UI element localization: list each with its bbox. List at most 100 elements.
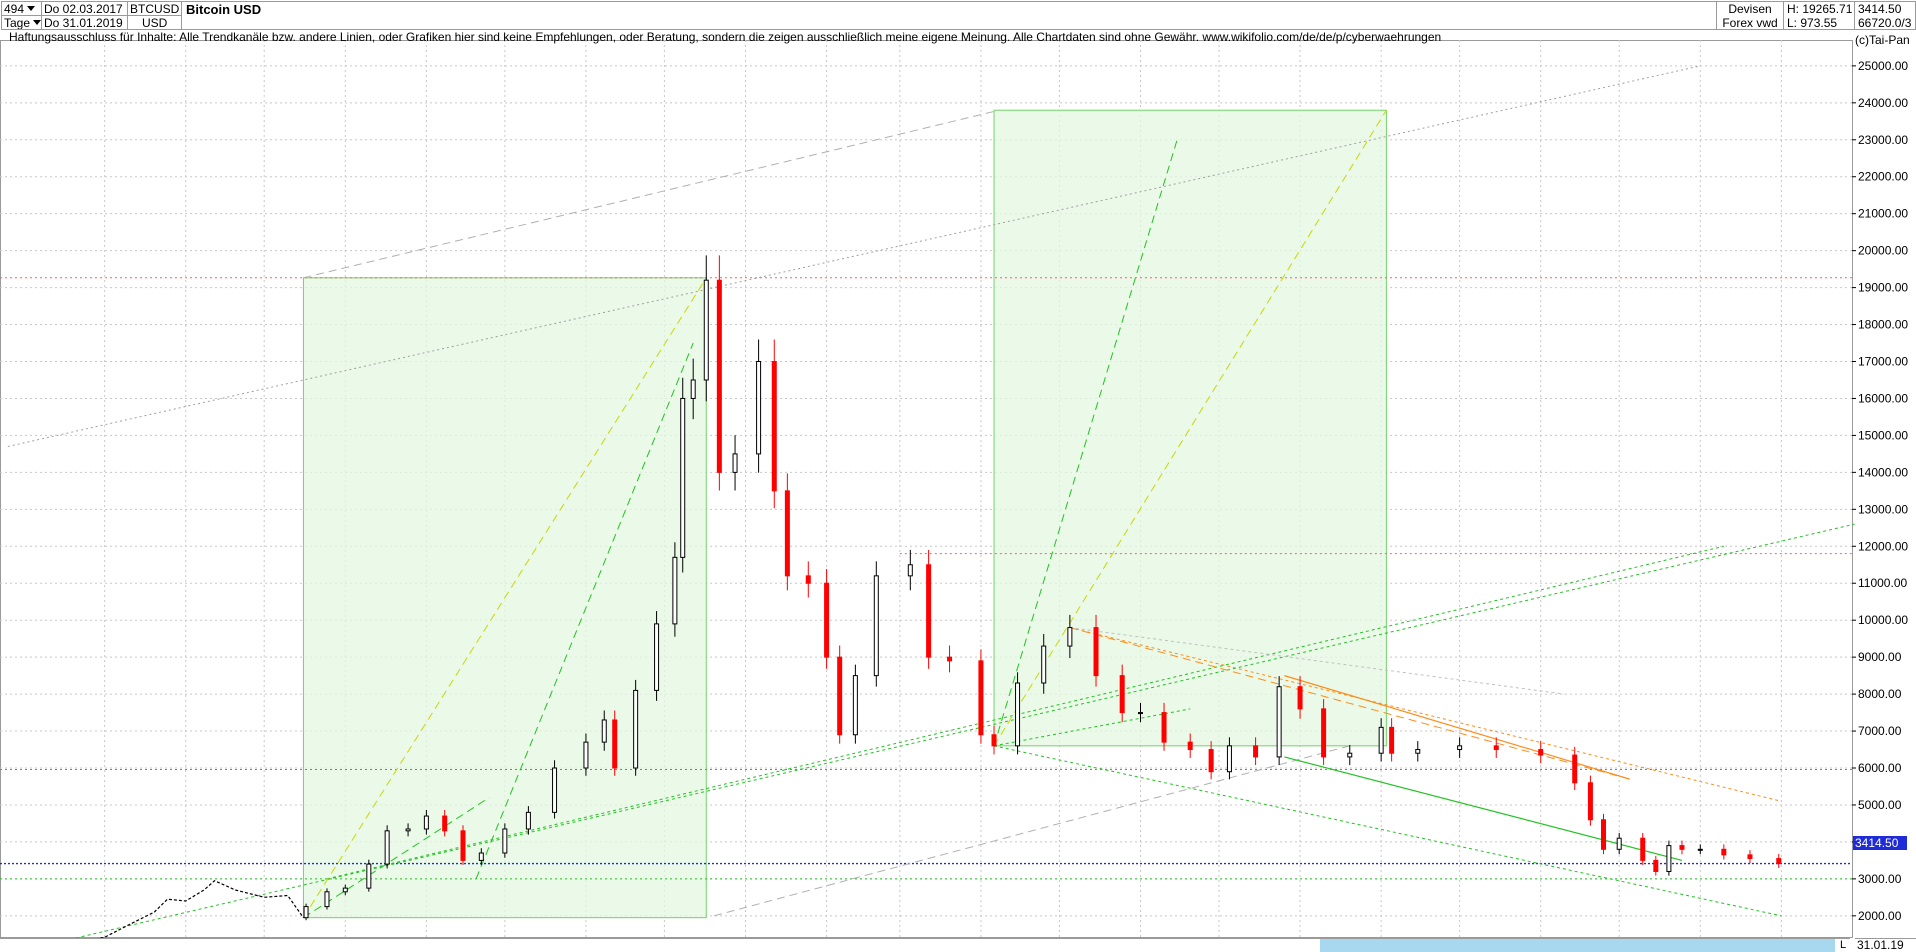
candle-body (947, 656, 953, 662)
candle-body (366, 863, 372, 889)
candle-down (1721, 844, 1727, 860)
candle-body (1119, 675, 1125, 714)
candle-body (1321, 708, 1327, 758)
time-scrollbar[interactable] (0, 938, 1836, 952)
fan-line-yellow-1 (303, 277, 707, 918)
candle-down (1253, 737, 1259, 766)
symbol-field[interactable]: BTCUSD (127, 1, 182, 16)
candle-body (478, 852, 484, 861)
candle-up (601, 710, 607, 751)
scale-toggle[interactable]: L (1836, 938, 1850, 952)
candle-body (423, 815, 429, 830)
candle-body (1415, 749, 1421, 754)
fan-line-green-3 (993, 139, 1178, 746)
candle-body (1253, 745, 1259, 758)
start-date-field[interactable]: Do 02.03.2017 (41, 1, 128, 16)
candle-body (1015, 682, 1021, 747)
candle-up (583, 733, 589, 776)
end-date-field[interactable]: Do 31.01.2019 (41, 15, 128, 30)
candle-body (1389, 726, 1395, 754)
candle-up (303, 903, 309, 921)
candle-up (1415, 741, 1421, 762)
candle-body (1538, 749, 1544, 756)
candle-up (366, 859, 372, 892)
y-tick-label: 16000.00 (1858, 391, 1908, 405)
period-value: Tage (4, 15, 31, 30)
candle-body (1041, 645, 1047, 684)
y-tick-label: 21000.00 (1858, 207, 1908, 221)
candle-body (1226, 745, 1232, 773)
downtrend-line-orange-3 (1069, 627, 1782, 802)
last-price-info: 3414.50 66720.0/3 (1854, 1, 1916, 30)
candle-up (633, 679, 639, 776)
candle-up (1276, 676, 1282, 766)
candle-up (1347, 744, 1353, 766)
low-value: L: 973.55 (1787, 16, 1838, 30)
candle-down (978, 649, 984, 744)
candle-up (405, 823, 411, 837)
candle-body (460, 830, 466, 861)
footer-end-date: 31.01.19 (1855, 938, 1916, 952)
candle-up (502, 823, 508, 858)
grey-guide-line (1069, 627, 1565, 695)
candle-body (991, 734, 997, 747)
y-tick-label: 14000.00 (1858, 465, 1908, 479)
candle-up (756, 339, 762, 473)
candle-up (732, 435, 738, 491)
candle-down (1653, 855, 1659, 876)
candle-body (873, 575, 879, 677)
candle-body (654, 623, 660, 691)
candle-down (1389, 718, 1395, 762)
candle-up (1616, 832, 1622, 855)
candle-body (405, 828, 411, 832)
candle-body (680, 397, 686, 558)
candle-up (478, 848, 484, 865)
y-tick-label: 6000.00 (1858, 761, 1902, 775)
candle-body (1640, 837, 1646, 861)
support-uptrend-line (75, 523, 1855, 939)
y-tick-label: 2000.00 (1858, 909, 1902, 923)
candle-down (1297, 676, 1303, 719)
candle-body (1721, 848, 1727, 856)
candle-down (442, 809, 448, 837)
candle-up (1015, 672, 1021, 755)
current-price-marker: 3414.50 (1853, 836, 1907, 850)
fan-line-yellow-2 (993, 109, 1387, 747)
candle-body (703, 279, 709, 381)
candlestick-series (303, 255, 1782, 921)
price-line-series (26, 879, 304, 950)
candle-down (926, 549, 932, 669)
last-price: 3414.50 (1858, 2, 1902, 16)
candle-up (324, 888, 330, 910)
candle-body (805, 575, 811, 584)
y-tick-label: 18000.00 (1858, 318, 1908, 332)
currency-field: USD (127, 15, 182, 30)
candle-body (978, 660, 984, 736)
y-tick-label: 12000.00 (1858, 539, 1908, 553)
candle-down (716, 255, 722, 491)
downtrend-line-orange-1 (1069, 627, 1630, 780)
volume-value: 66720.0/3 (1858, 16, 1912, 30)
plot-border (0, 40, 1853, 938)
candle-down (1208, 741, 1214, 780)
downtrend-line-orange-2 (1284, 675, 1630, 780)
scrollbar-thumb[interactable] (1320, 939, 1835, 952)
period-select[interactable]: Tage (1, 15, 42, 30)
candle-body (1493, 745, 1499, 751)
market-info: Devisen Forex vwd (1716, 1, 1784, 30)
candle-body (1572, 754, 1578, 784)
candle-body (771, 361, 777, 492)
grid (0, 40, 1853, 938)
candle-down (991, 725, 997, 755)
candle-down (1538, 741, 1544, 764)
y-tick-label: 3000.00 (1858, 872, 1902, 886)
candle-up (680, 377, 686, 573)
candle-up (1457, 737, 1463, 758)
bar-count-select[interactable]: 494 (1, 1, 42, 16)
candle-up (1666, 840, 1672, 876)
chevron-down-icon (33, 20, 41, 25)
candle-down (1493, 737, 1499, 758)
candle-body (1679, 845, 1685, 850)
